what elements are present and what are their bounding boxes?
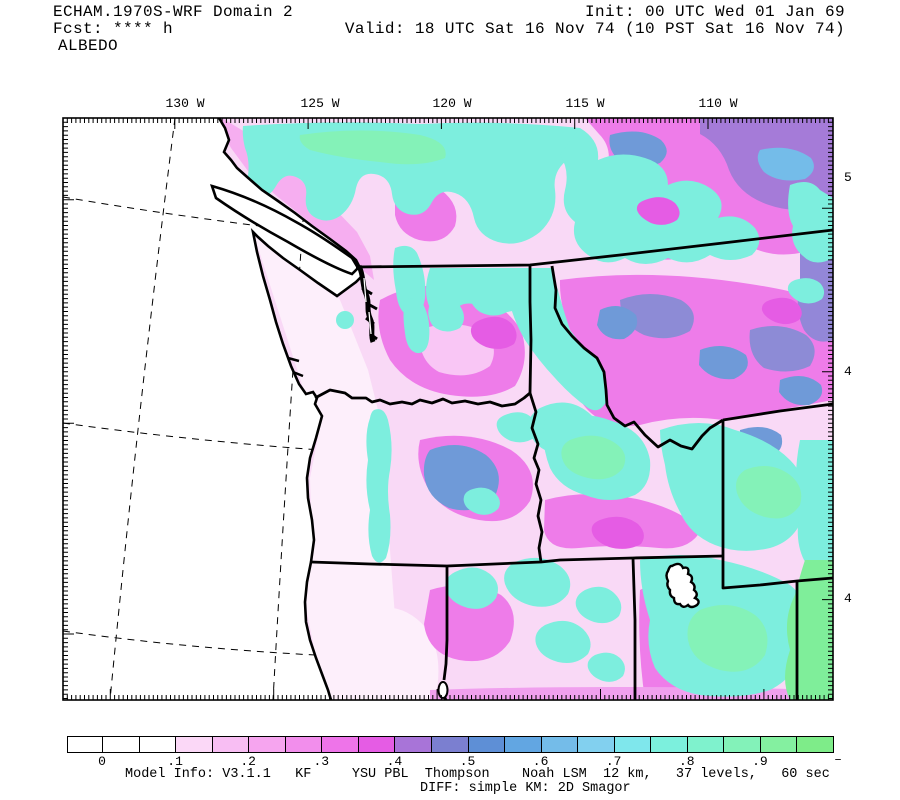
- colorbar-cell: [468, 736, 505, 753]
- colorbar-tick-label: .8: [678, 754, 695, 769]
- goose-lake: [437, 681, 449, 699]
- longitude-label: 130 W: [165, 96, 205, 111]
- colorbar-cell: [650, 736, 688, 753]
- longitude-label: 115 W: [565, 96, 605, 111]
- longitude-label: 120 W: [432, 96, 472, 111]
- init-time: Init: 00 UTC Wed 01 Jan 69: [584, 3, 845, 21]
- colorbar-tick-label: .1: [167, 754, 183, 769]
- field-name: ALBEDO: [58, 37, 119, 55]
- latitude-label: 5: [844, 170, 852, 185]
- longitude-label: 125 W: [300, 96, 340, 111]
- colorbar-cell: [358, 736, 395, 753]
- colorbar-cell: [760, 736, 797, 753]
- diff-info: DIFF: simple KM: 2D Smagor: [420, 781, 631, 796]
- vancouver-island: [209, 184, 360, 276]
- coastline: [217, 117, 364, 701]
- political-borders: [310, 228, 834, 701]
- colorbar-cell: [796, 736, 834, 753]
- great-salt-lake: [665, 562, 700, 609]
- colorbar-cell: [321, 736, 359, 753]
- colorbar-cell: [248, 736, 286, 753]
- colorbar-cell: [139, 736, 176, 753]
- colorbar-tick-label: .2: [240, 754, 256, 769]
- colorbar-cell: [723, 736, 761, 753]
- model-title: ECHAM.1970S-WRF Domain 2: [53, 3, 294, 21]
- colorbar-cell: [687, 736, 724, 753]
- colorbar-cell: [102, 736, 140, 753]
- map-frame: [62, 117, 834, 701]
- colorbar-cell: [394, 736, 432, 753]
- colorbar-tick-label: .5: [459, 754, 476, 769]
- colorbar-cell: [67, 736, 103, 753]
- colorbar-tick-label: .4: [386, 754, 403, 769]
- colorbar-cell: [504, 736, 542, 753]
- colorbar-cell: [175, 736, 213, 753]
- colorbar-cell: [212, 736, 249, 753]
- colorbar-cell: [541, 736, 578, 753]
- valid-time: Valid: 18 UTC Sat 16 Nov 74 (10 PST Sat …: [344, 20, 845, 38]
- colorbar-tick-label: .9: [752, 754, 768, 769]
- colorbar-end-label: –: [834, 752, 842, 767]
- longitude-label: 110 W: [698, 96, 738, 111]
- pacific-ocean: [63, 118, 362, 700]
- colorbar-cell: [577, 736, 615, 753]
- puget-sound: [287, 264, 378, 378]
- colorbar-tick-label: .6: [532, 754, 549, 769]
- latitude-label: 4: [844, 364, 852, 379]
- colorbar-cell: [614, 736, 651, 753]
- colorbar-tick-label: .7: [605, 754, 622, 769]
- colorbar-tick-label: .3: [313, 754, 330, 769]
- colorbar-cell: [431, 736, 469, 753]
- forecast-hour: Fcst: **** h: [53, 20, 174, 38]
- model-info: Model Info: V3.1.1 KF YSU PBL Thompson N…: [125, 767, 830, 782]
- latitude-label: 4: [844, 591, 852, 606]
- colorbar-tick-label: 0: [98, 754, 106, 769]
- colorbar-cell: [285, 736, 322, 753]
